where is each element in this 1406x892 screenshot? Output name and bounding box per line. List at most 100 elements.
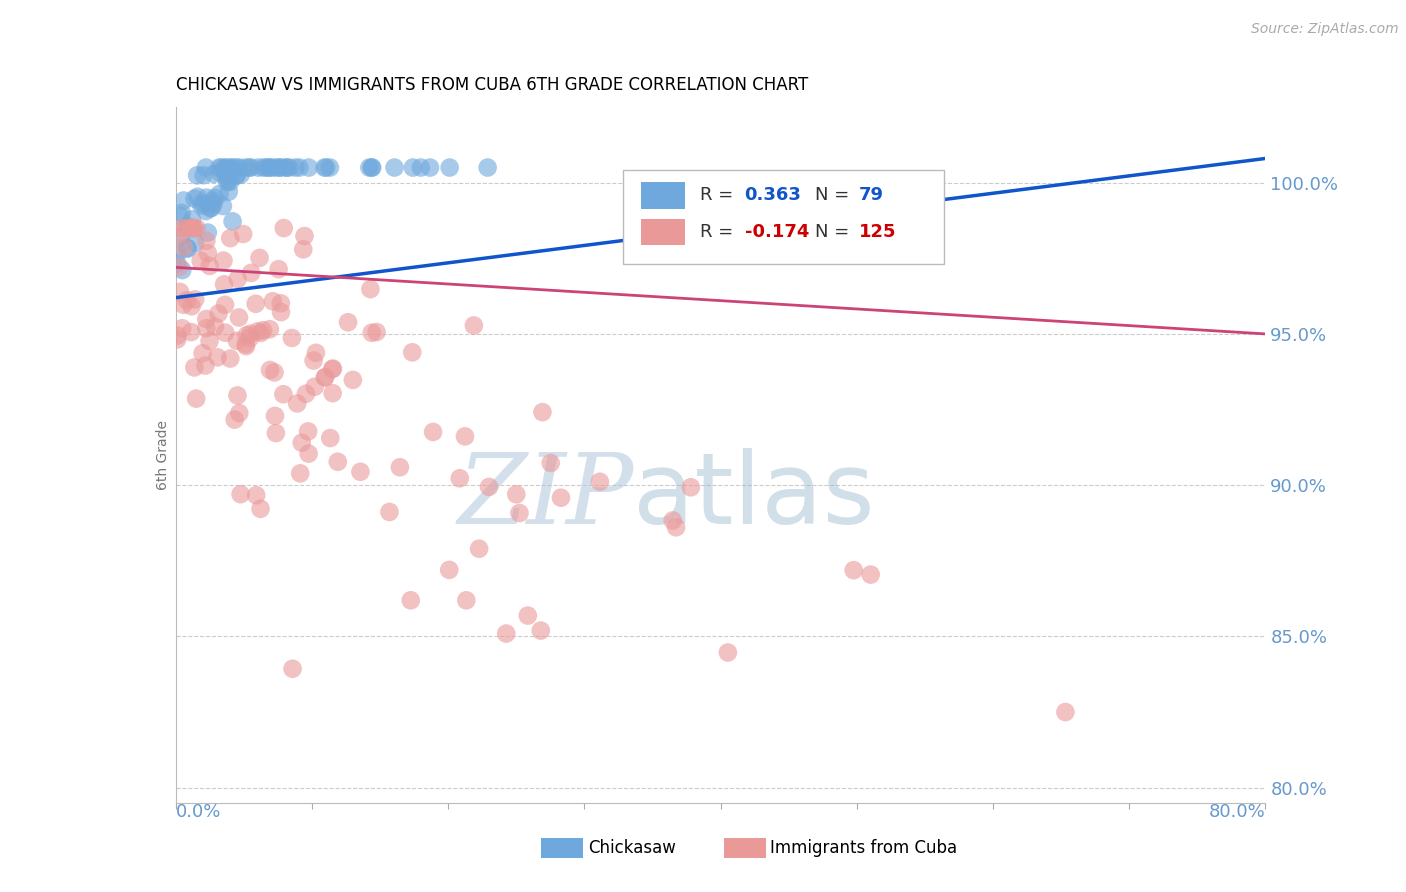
Point (229, 487, 252, 501)
Point (225, 334, 247, 348)
Point (495, 626, 517, 640)
Text: -0.174: -0.174 (745, 223, 808, 241)
Point (314, 161, 336, 175)
Point (349, 465, 371, 479)
Point (252, 323, 274, 337)
Text: CHICKASAW VS IMMIGRANTS FROM CUBA 6TH GRADE CORRELATION CHART: CHICKASAW VS IMMIGRANTS FROM CUBA 6TH GR… (176, 77, 808, 95)
Point (589, 475, 612, 489)
Point (319, 161, 342, 175)
Point (226, 388, 249, 402)
Text: 125: 125 (859, 223, 897, 241)
Point (254, 161, 277, 175)
Point (180, 221, 202, 235)
Point (297, 425, 319, 439)
Point (240, 266, 263, 280)
Point (314, 370, 336, 384)
Point (304, 380, 326, 394)
Point (195, 321, 218, 335)
Point (209, 161, 232, 175)
Point (186, 221, 208, 235)
Point (169, 226, 191, 240)
Point (342, 373, 364, 387)
Point (183, 360, 205, 375)
Point (225, 169, 247, 183)
Point (439, 563, 461, 577)
Point (273, 387, 295, 401)
Point (239, 161, 262, 175)
Point (262, 294, 284, 309)
Point (197, 246, 219, 260)
Point (259, 322, 281, 336)
Point (661, 513, 683, 527)
Point (259, 363, 281, 377)
Point (359, 161, 381, 175)
Point (842, 563, 865, 577)
Point (172, 298, 194, 312)
Point (360, 161, 382, 175)
Point (252, 161, 274, 175)
Point (224, 412, 246, 426)
Point (294, 229, 316, 244)
Point (169, 285, 191, 299)
Point (378, 505, 401, 519)
Text: ZIP: ZIP (457, 449, 633, 544)
Point (183, 192, 205, 206)
Point (172, 263, 194, 277)
Point (214, 161, 236, 175)
Point (202, 167, 225, 181)
Point (200, 201, 222, 215)
Point (246, 161, 269, 175)
Point (167, 260, 190, 274)
Point (176, 219, 198, 233)
Point (270, 305, 292, 319)
Point (228, 310, 250, 325)
Point (439, 161, 461, 175)
Point (173, 240, 195, 254)
Point (217, 172, 239, 186)
Point (170, 228, 193, 243)
Point (384, 161, 406, 175)
Point (326, 455, 349, 469)
Point (259, 161, 281, 175)
Text: R =: R = (700, 186, 740, 204)
Point (186, 169, 208, 183)
Point (198, 201, 221, 215)
Point (166, 328, 188, 343)
Point (249, 251, 271, 265)
Bar (641, 219, 685, 245)
Point (219, 161, 242, 175)
Point (214, 326, 236, 340)
Point (235, 339, 257, 353)
Point (315, 161, 337, 175)
Point (198, 259, 221, 273)
Point (195, 234, 218, 248)
Point (225, 168, 247, 182)
Point (278, 161, 301, 175)
Point (263, 365, 285, 379)
Point (170, 206, 193, 220)
Point (170, 221, 193, 235)
Point (298, 161, 321, 175)
Point (249, 501, 271, 516)
Y-axis label: 6th Grade: 6th Grade (156, 420, 170, 490)
Point (218, 185, 240, 199)
Point (402, 161, 425, 175)
Point (264, 409, 287, 423)
Point (285, 396, 308, 410)
Point (235, 337, 257, 351)
Point (179, 221, 201, 235)
Point (257, 161, 280, 175)
Point (273, 221, 295, 235)
Point (262, 161, 284, 175)
Point (198, 334, 221, 348)
Point (361, 161, 384, 175)
Point (208, 186, 231, 201)
Point (194, 359, 217, 373)
Point (399, 593, 422, 607)
Point (530, 624, 553, 638)
Point (191, 196, 214, 211)
Point (322, 361, 344, 376)
Point (166, 245, 188, 260)
Point (449, 471, 471, 485)
Point (219, 175, 242, 189)
